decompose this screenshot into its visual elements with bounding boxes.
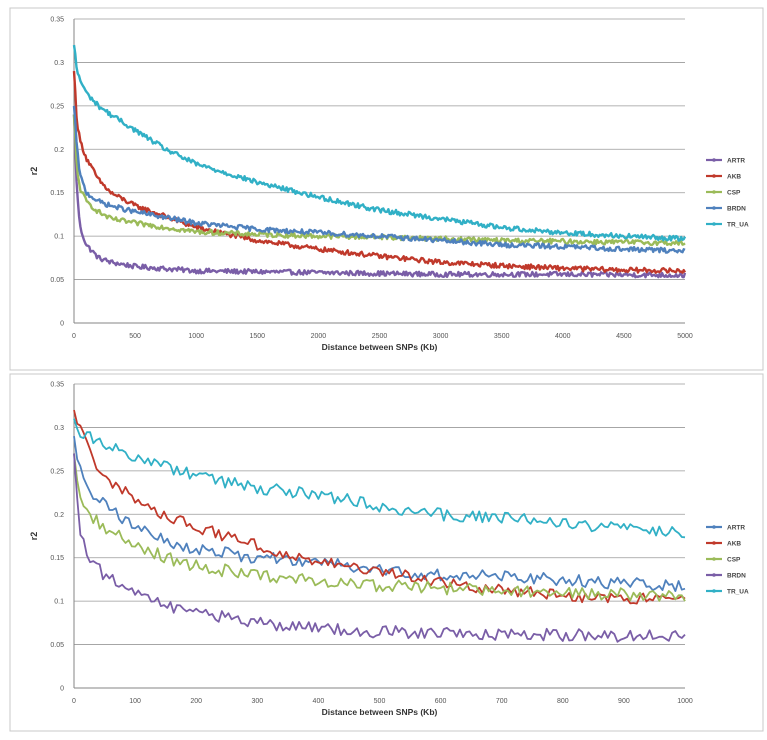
x-tick-label: 100	[129, 698, 141, 705]
legend-marker	[712, 573, 716, 577]
x-tick-label: 600	[435, 698, 447, 705]
legend-label: CSP	[727, 556, 741, 563]
y-tick-label: 0	[60, 321, 64, 328]
x-tick-label: 4000	[555, 333, 571, 340]
legend-label: AKB	[727, 173, 741, 180]
series-line-tr-ua	[73, 418, 686, 539]
y-tick-label: 0.2	[54, 512, 64, 519]
legend-marker	[712, 541, 716, 545]
legend-label: AKB	[727, 540, 741, 547]
x-tick-label: 0	[72, 698, 76, 705]
x-tick-label: 5000	[677, 333, 693, 340]
legend-marker	[712, 589, 716, 593]
x-tick-label: 1000	[188, 333, 204, 340]
x-tick-label: 2500	[372, 333, 388, 340]
legend-label: ARTR	[727, 157, 745, 164]
legend-marker	[712, 174, 716, 178]
chart-panel-2: 0 0.05 0.1 0.15 0.2 0.25 0.3 0.35 0 100 200 300 400 5…	[9, 373, 764, 732]
y-tick-label: 0.25	[50, 468, 64, 475]
legend-label: ARTR	[727, 524, 745, 531]
legend-marker	[712, 206, 716, 210]
x-tick-label: 400	[313, 698, 325, 705]
y-tick-label: 0	[60, 686, 64, 693]
legend-marker	[712, 222, 716, 226]
y-tick-label: 0.05	[50, 642, 64, 649]
y-tick-label: 0.3	[54, 425, 64, 432]
x-tick-label: 1000	[677, 698, 693, 705]
series-line-tr-ua	[72, 44, 687, 242]
x-tick-label: 500	[374, 698, 386, 705]
y-tick-label: 0.15	[50, 555, 64, 562]
y-tick-label: 0.05	[50, 277, 64, 284]
legend-label: BRDN	[727, 205, 746, 212]
series-line-akb	[73, 409, 686, 605]
x-tick-label: 200	[190, 698, 202, 705]
y-tick-label: 0.1	[54, 234, 64, 241]
x-axis-label: Distance between SNPs (Kb)	[322, 707, 438, 717]
x-tick-label: 900	[618, 698, 630, 705]
y-axis-label: r2	[29, 167, 39, 176]
x-tick-label: 300	[251, 698, 263, 705]
x-axis-label: Distance between SNPs (Kb)	[322, 342, 438, 352]
x-tick-label: 4500	[616, 333, 632, 340]
x-tick-label: 3500	[494, 333, 510, 340]
legend-label: BRDN	[727, 572, 746, 579]
x-tick-label: 700	[496, 698, 508, 705]
series-line-artr	[73, 435, 686, 592]
y-axis-label: r2	[29, 532, 39, 541]
legend-label: TR_UA	[727, 588, 749, 595]
x-tick-label: 0	[72, 333, 76, 340]
y-tick-label: 0.25	[50, 103, 64, 110]
y-tick-label: 0.15	[50, 190, 64, 197]
chart-panel-1: 0 0.05 0.1 0.15 0.2 0.25 0.3 0.35 0 500 1000 1500 20…	[9, 7, 764, 371]
legend-label: TR_UA	[727, 221, 749, 228]
y-tick-label: 0.2	[54, 147, 64, 154]
y-tick-label: 0.1	[54, 599, 64, 606]
legend-marker	[712, 525, 716, 529]
series-line-brdn	[73, 453, 686, 643]
x-tick-label: 2000	[311, 333, 327, 340]
legend-marker	[712, 158, 716, 162]
x-tick-label: 800	[557, 698, 569, 705]
series-line-brdn	[72, 105, 686, 254]
legend-marker	[712, 557, 716, 561]
series-line-csp	[73, 453, 686, 602]
x-tick-label: 3000	[433, 333, 449, 340]
x-tick-label: 1500	[250, 333, 266, 340]
legend-label: CSP	[727, 189, 741, 196]
y-tick-label: 0.35	[50, 17, 64, 24]
y-tick-label: 0.3	[54, 60, 64, 67]
series-line-artr	[72, 114, 687, 279]
y-tick-label: 0.35	[50, 382, 64, 389]
x-tick-label: 500	[129, 333, 141, 340]
legend-marker	[712, 190, 716, 194]
chart-frame	[9, 7, 764, 371]
chart-frame	[9, 373, 764, 732]
